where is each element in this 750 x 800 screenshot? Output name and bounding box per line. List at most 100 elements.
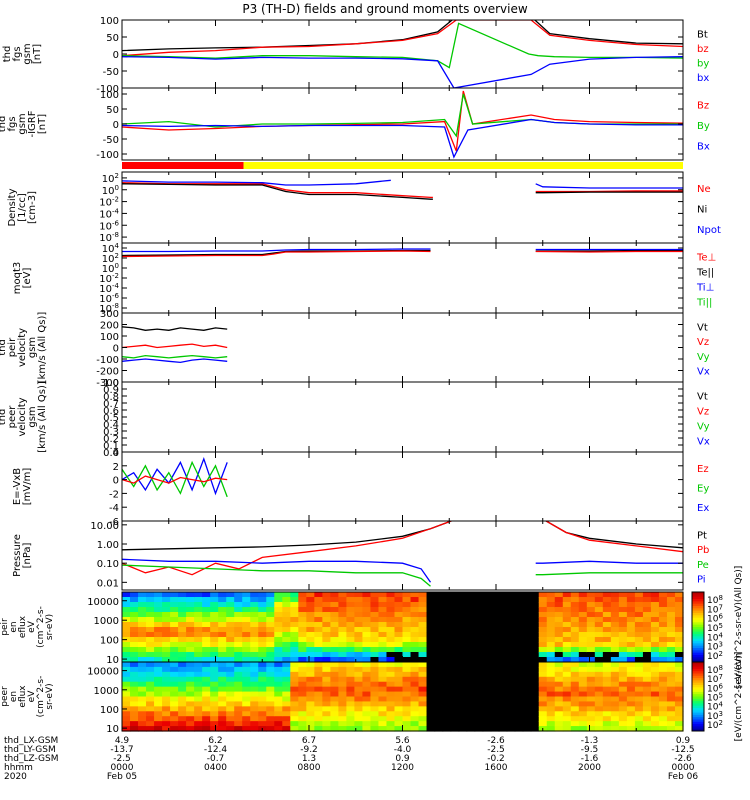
spectrogram-cell (170, 701, 179, 707)
spectrogram-cell (290, 622, 299, 628)
spectrogram-cell (354, 617, 364, 623)
spectrogram-cell (298, 637, 307, 643)
spectrogram-cell (642, 676, 652, 683)
spectrogram-cell (618, 711, 628, 717)
spectrogram-cell (338, 632, 347, 638)
spectrogram-cell (202, 592, 211, 598)
spectrogram-cell (258, 632, 267, 638)
spectrogram-cell (626, 676, 636, 683)
spectrogram-cell (610, 662, 620, 668)
legend-pb: Pb (697, 545, 709, 556)
spectrogram-cell (506, 657, 516, 663)
spectrogram-cell (498, 602, 508, 608)
spectrogram-cell (274, 671, 283, 678)
y-tick-label: 10-2 (99, 196, 119, 209)
spectrogram-cell (442, 721, 452, 727)
spectrogram-cell (674, 602, 684, 608)
series-line-bz (122, 20, 683, 57)
spectrogram-cell (482, 652, 492, 658)
spectrogram-cell (330, 662, 339, 668)
spectrogram-cell (282, 617, 291, 623)
spectrogram-cell (170, 681, 179, 688)
spectrogram-cell (234, 637, 243, 643)
spectrogram-cell (282, 701, 291, 707)
spectrogram-cell (402, 637, 412, 643)
spectrogram-cell (514, 681, 524, 688)
spectrogram-cell (354, 726, 364, 732)
spectrogram-cell (354, 701, 364, 707)
spectrogram-cell (666, 711, 676, 717)
spectrogram-cell (250, 647, 259, 653)
spectrogram-cell (514, 686, 524, 693)
spectrogram-cell (386, 686, 396, 693)
spectrogram-cell (234, 701, 243, 707)
colorbar-swatch (692, 726, 704, 730)
spectrogram-cell (338, 647, 347, 653)
panel-frame (121, 381, 684, 453)
spectrogram-cell (202, 632, 211, 638)
spectrogram-cell (578, 632, 588, 638)
spectrogram-cell (402, 696, 412, 703)
colorbar-swatch (692, 638, 704, 642)
spectrogram-cell (522, 671, 532, 678)
spectrogram-cell (378, 642, 388, 648)
spectrogram-cell (418, 706, 428, 712)
spectrogram-cell (426, 652, 436, 658)
spectrogram-cell (506, 716, 516, 722)
spectrogram-cell (586, 632, 596, 638)
spectrogram-cell (338, 622, 347, 628)
spectrogram-cell (578, 627, 588, 633)
spectrogram-cell (242, 592, 251, 598)
spectrogram-cell (610, 676, 620, 683)
spectrogram-cell (170, 632, 179, 638)
spectrogram-cell (658, 602, 668, 608)
y-tick-label: -100 (96, 84, 119, 95)
spectrogram-cell (386, 642, 396, 648)
spectrogram-cell (146, 607, 155, 613)
spectrogram-cell (474, 716, 484, 722)
spectrogram-cell (194, 617, 203, 623)
y-tick-label: 0.4 (103, 420, 119, 431)
spectrogram-cell (282, 652, 291, 658)
spectrogram-cell (170, 711, 179, 717)
spectrogram-cell (602, 726, 612, 732)
spectrogram-cell (306, 691, 315, 698)
spectrogram-cell (666, 622, 676, 628)
spectrogram-cell (618, 721, 628, 727)
spectrogram-cell (602, 657, 612, 663)
spectrogram-cell (634, 607, 644, 613)
spectrogram-cell (642, 711, 652, 717)
spectrogram-cell (506, 676, 516, 683)
spectrogram-cell (650, 726, 660, 732)
spectrogram-cell (218, 627, 227, 633)
spectrogram-cell (130, 597, 139, 603)
spectrogram-cell (122, 676, 131, 683)
spectrogram-cell (306, 602, 315, 608)
spectrogram-cell (482, 701, 492, 707)
spectrogram-cell (354, 632, 364, 638)
y-tick-label: 0 (113, 476, 119, 487)
spectrogram-cell (218, 711, 227, 717)
spectrogram-cell (650, 622, 660, 628)
spectrogram-cell (370, 691, 380, 698)
spectrogram-cell (266, 632, 275, 638)
spectrogram-cell (226, 706, 235, 712)
spectrogram-cell (418, 652, 428, 658)
spectrogram-cell (362, 676, 372, 683)
spectrogram-cell (482, 622, 492, 628)
legend-te: Te|| (696, 268, 714, 279)
spectrogram-cell (162, 657, 171, 663)
spectrogram-cell (610, 597, 620, 603)
spectrogram-cell (370, 666, 380, 673)
spectrogram-cell (642, 716, 652, 722)
spectrogram-cell (530, 632, 540, 638)
colorbar-tick-label: 103 (707, 641, 723, 653)
y-tick-label: 50 (106, 33, 119, 44)
spectrogram-cell (642, 681, 652, 688)
colorbar-swatch (692, 620, 704, 623)
spectrogram-cell (194, 647, 203, 653)
spectrogram-cell (258, 681, 267, 688)
spectrogram-cell (362, 691, 372, 698)
spectrogram-cell (218, 716, 227, 722)
spectrogram-cell (618, 622, 628, 628)
